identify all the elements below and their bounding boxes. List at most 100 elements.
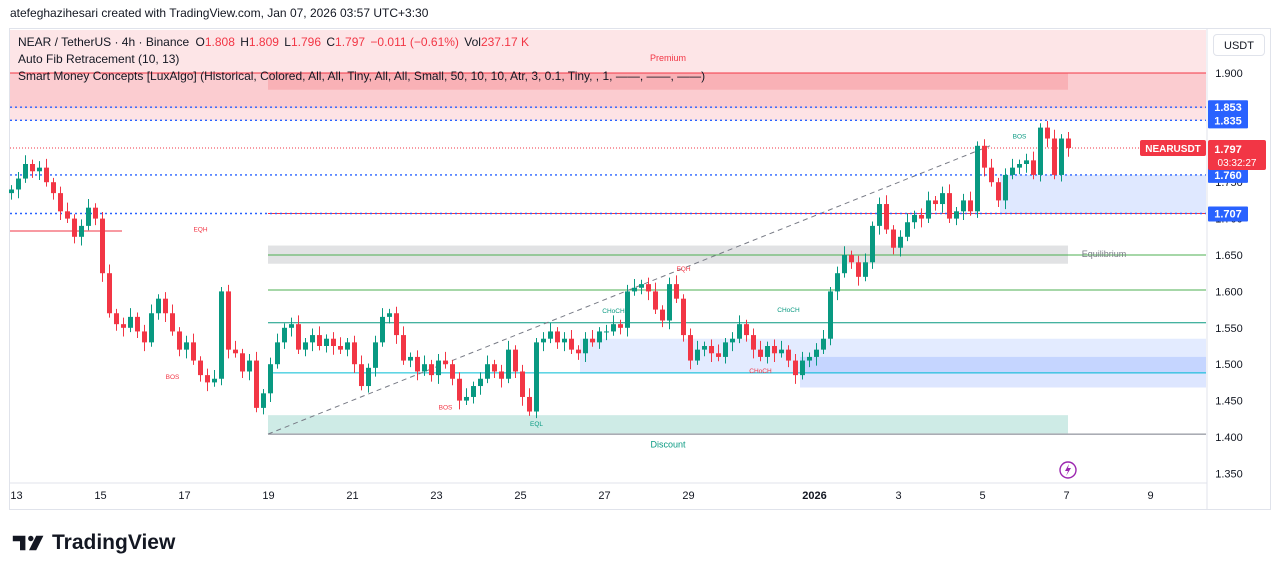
candle-body[interactable]	[786, 349, 791, 361]
candle-body[interactable]	[1003, 174, 1008, 201]
candle-body[interactable]	[240, 353, 245, 372]
candle-body[interactable]	[317, 335, 322, 346]
candle-body[interactable]	[947, 193, 952, 219]
candle-body[interactable]	[1059, 138, 1064, 175]
candle-body[interactable]	[653, 291, 658, 310]
candle-body[interactable]	[975, 145, 980, 212]
candle-body[interactable]	[275, 342, 280, 365]
level-badge-0[interactable]	[1208, 100, 1248, 116]
candle-body[interactable]	[744, 324, 749, 336]
candle-body[interactable]	[940, 193, 945, 205]
candle-body[interactable]	[338, 346, 343, 350]
candle-body[interactable]	[464, 396, 469, 401]
candle-body[interactable]	[156, 298, 161, 314]
candle-body[interactable]	[716, 353, 721, 357]
candle-body[interactable]	[898, 236, 903, 248]
candle-body[interactable]	[310, 335, 315, 343]
candle-body[interactable]	[639, 284, 644, 288]
candle-body[interactable]	[37, 167, 42, 172]
candle-body[interactable]	[415, 356, 420, 372]
candle-body[interactable]	[954, 211, 959, 219]
candle-body[interactable]	[996, 182, 1001, 201]
candle-body[interactable]	[1038, 127, 1043, 175]
candle-body[interactable]	[681, 298, 686, 336]
candle-body[interactable]	[821, 338, 826, 350]
candle-body[interactable]	[877, 204, 882, 226]
candle-body[interactable]	[429, 364, 434, 376]
candle-body[interactable]	[765, 346, 770, 357]
candle-body[interactable]	[730, 338, 735, 343]
candle-body[interactable]	[1024, 160, 1029, 164]
candle-body[interactable]	[387, 313, 392, 317]
candle-body[interactable]	[198, 360, 203, 376]
candle-body[interactable]	[625, 291, 630, 328]
candle-body[interactable]	[219, 291, 224, 379]
candle-body[interactable]	[758, 349, 763, 357]
candle-body[interactable]	[212, 378, 217, 383]
candle-body[interactable]	[583, 338, 588, 354]
candle-body[interactable]	[373, 342, 378, 368]
candle-body[interactable]	[562, 338, 567, 343]
tradingview-logo[interactable]: TradingView	[12, 531, 175, 555]
candle-body[interactable]	[695, 349, 700, 361]
candle-body[interactable]	[863, 262, 868, 277]
candle-body[interactable]	[646, 284, 651, 292]
candle-body[interactable]	[492, 364, 497, 372]
candle-body[interactable]	[296, 324, 301, 350]
candle-body[interactable]	[247, 360, 252, 372]
candle-body[interactable]	[709, 346, 714, 354]
candle-body[interactable]	[303, 342, 308, 350]
candle-body[interactable]	[121, 324, 126, 328]
candle-body[interactable]	[912, 214, 917, 223]
candle-body[interactable]	[513, 349, 518, 372]
candle-body[interactable]	[345, 342, 350, 350]
candle-body[interactable]	[44, 167, 49, 183]
candle-body[interactable]	[590, 338, 595, 343]
candle-body[interactable]	[548, 331, 553, 339]
candle-body[interactable]	[555, 331, 560, 343]
candle-body[interactable]	[842, 255, 847, 274]
candle-body[interactable]	[408, 356, 413, 361]
candle-body[interactable]	[254, 360, 259, 408]
candle-body[interactable]	[457, 378, 462, 401]
candle-body[interactable]	[506, 349, 511, 379]
lightning-icon[interactable]	[1059, 461, 1077, 479]
candle-body[interactable]	[471, 386, 476, 397]
candle-body[interactable]	[856, 262, 861, 277]
candle-body[interactable]	[779, 349, 784, 354]
candle-body[interactable]	[135, 316, 140, 332]
candle-body[interactable]	[905, 222, 910, 237]
candle-body[interactable]	[611, 324, 616, 332]
candle-body[interactable]	[989, 167, 994, 183]
candle-body[interactable]	[800, 360, 805, 376]
candle-body[interactable]	[870, 225, 875, 263]
candle-body[interactable]	[772, 346, 777, 354]
level-badge-1[interactable]	[1208, 113, 1248, 129]
candle-body[interactable]	[93, 207, 98, 219]
candle-body[interactable]	[751, 335, 756, 350]
candle-body[interactable]	[23, 164, 28, 179]
candle-body[interactable]	[814, 349, 819, 357]
candle-body[interactable]	[359, 364, 364, 387]
candle-body[interactable]	[807, 356, 812, 361]
candle-body[interactable]	[331, 338, 336, 346]
candle-body[interactable]	[86, 207, 91, 226]
candle-body[interactable]	[569, 338, 574, 350]
candle-body[interactable]	[926, 200, 931, 219]
candle-body[interactable]	[1010, 167, 1015, 175]
candle-body[interactable]	[527, 396, 532, 412]
candle-body[interactable]	[1031, 160, 1036, 175]
candle-body[interactable]	[961, 200, 966, 212]
candle-body[interactable]	[632, 287, 637, 292]
candle-body[interactable]	[737, 324, 742, 339]
candle-body[interactable]	[100, 218, 105, 274]
candle-body[interactable]	[149, 313, 154, 343]
candle-body[interactable]	[58, 193, 63, 212]
legend-indicator-smc[interactable]: Smart Money Concepts [LuxAlgo] (Historic…	[18, 69, 706, 83]
candle-body[interactable]	[667, 284, 672, 321]
candle-body[interactable]	[107, 273, 112, 314]
candle-body[interactable]	[184, 342, 189, 350]
candle-body[interactable]	[289, 324, 294, 328]
candle-body[interactable]	[163, 298, 168, 314]
candle-body[interactable]	[450, 364, 455, 379]
